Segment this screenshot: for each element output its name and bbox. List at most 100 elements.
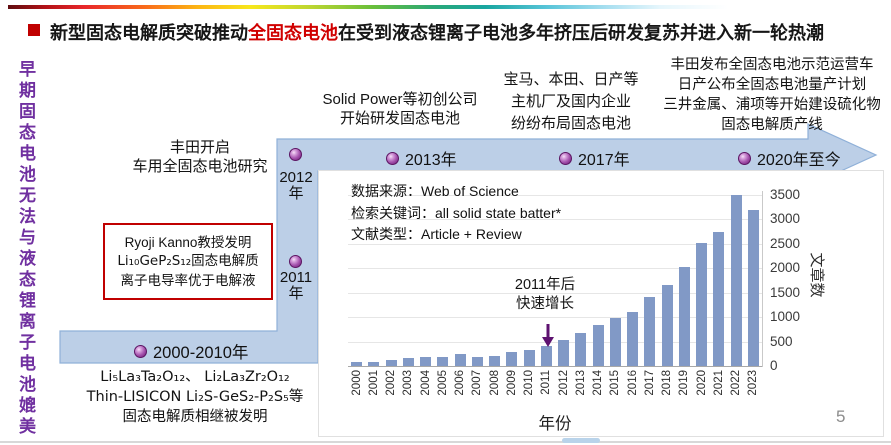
timeline-dot-icon (289, 255, 302, 268)
x-tick-2007: 2007 (471, 370, 484, 396)
event-line: 主机厂及国内企业 (510, 93, 631, 110)
gridline-3000 (348, 219, 762, 220)
callout-line: 离子电导率优于电解液 (120, 273, 256, 288)
timeline-node-2020: 2020年至今 (738, 146, 841, 170)
timeline-node-2000-2010: 2000-2010年 (134, 339, 248, 363)
timeline-node-2017-label: 2017年 (578, 152, 630, 169)
x-tick-2022: 2022 (730, 370, 743, 396)
timeline-node-2017: 2017年 (559, 146, 630, 170)
event-line: 固态电解质产线 (721, 117, 823, 133)
bar-2015 (609, 317, 621, 366)
bar-2010 (523, 350, 535, 366)
bottom-scrollbar-thumb[interactable] (562, 438, 600, 443)
event-line: Thin-LISICON Li₂S-GeS₂-P₂S₅等 (86, 389, 304, 405)
bar-2017 (644, 297, 656, 366)
timeline-node-2013: 2013年 (386, 146, 457, 170)
x-tick-2009: 2009 (505, 370, 518, 396)
timeline-node-2011-label: 2011 年 (272, 270, 320, 302)
bar-2021 (713, 232, 725, 366)
y-axis-title: 文章数 (808, 252, 825, 298)
y-tick-500: 500 (770, 333, 793, 349)
timeline-node-2013-label: 2013年 (405, 152, 457, 169)
bar-2002 (385, 360, 397, 366)
bar-2008 (489, 356, 501, 366)
y-tick-1500: 1500 (770, 284, 801, 300)
event-line: 三井金属、浦项等开始建设硫化物 (663, 97, 881, 113)
timeline-node-2000-2010-label: 2000-2010年 (153, 344, 249, 362)
timeline-node-2012-year: 2012 (279, 169, 313, 186)
slide-title-row: 新型固态电解质突破推动全固态电池在受到液态锂离子电池多年挤压后研发复苏并进入新一… (28, 19, 824, 45)
left-vertical-caption: 早期固态电池无法与液态锂离子电池媲美 (16, 60, 35, 438)
down-arrow-icon (542, 324, 554, 347)
timeline-node-2012-label: 2012 年 (272, 170, 320, 202)
x-tick-2006: 2006 (454, 370, 467, 396)
x-tick-2002: 2002 (385, 370, 398, 396)
event-industry-2020: 丰田发布全固态电池示范运营车 日产公布全固态电池量产计划 三井金属、浦项等开始建… (656, 55, 888, 135)
bar-2001 (368, 362, 380, 366)
y-tick-2000: 2000 (770, 260, 801, 275)
x-tick-2001: 2001 (367, 370, 380, 396)
callout-line: Li₁₀GeP₂S₁₂固态电解质 (117, 253, 259, 269)
bar-2009 (506, 351, 518, 366)
x-tick-2017: 2017 (643, 370, 656, 396)
event-line: 固态电解质相继被发明 (122, 409, 268, 425)
bar-2005 (437, 357, 449, 366)
title-prefix: 新型固态电解质突破推动 (50, 23, 248, 43)
event-line: 纷纷布局固态电池 (510, 115, 631, 132)
event-line: 日产公布全固态电池量产计划 (677, 77, 867, 93)
bar-2018 (661, 284, 673, 366)
x-tick-2013: 2013 (574, 370, 587, 396)
gridline-1000 (348, 317, 762, 318)
x-tick-2005: 2005 (436, 370, 449, 396)
gridline-2000 (348, 268, 762, 269)
timeline-node-2011-suffix: 年 (288, 285, 304, 302)
source-line: 检索关键词：all solid state batter* (351, 204, 562, 221)
timeline-node-2020-label: 2020年至今 (757, 152, 841, 169)
bar-2004 (420, 357, 432, 366)
event-line: 开始研发固态电池 (339, 110, 460, 127)
annotation-line: 2011年后 (514, 277, 576, 293)
annotation-line: 快速增长 (516, 296, 574, 312)
source-line: 数据来源：Web of Science (351, 183, 519, 199)
x-tick-2018: 2018 (661, 370, 674, 396)
bar-2000 (351, 362, 363, 366)
chart-panel (318, 170, 884, 437)
y-tick-2500: 2500 (770, 235, 801, 251)
x-tick-2000: 2000 (350, 370, 363, 396)
x-axis-line (348, 366, 763, 367)
event-line: Solid Power等初创公司 (322, 91, 478, 108)
chart-annotation-2011: 2011年后 快速增长 (480, 276, 610, 314)
x-tick-2020: 2020 (695, 370, 708, 396)
x-tick-2010: 2010 (523, 370, 536, 396)
timeline-dot-icon (559, 151, 572, 165)
timeline-node-2011-year: 2011 (279, 269, 313, 286)
gridline-500 (348, 341, 762, 343)
x-axis-title: 年份 (538, 415, 572, 433)
event-line: Li₅La₃Ta₂O₁₂、 Li₂La₃Zr₂O₁₂ (100, 369, 290, 385)
x-tick-2016: 2016 (626, 370, 639, 396)
callout-line: Ryoji Kanno教授发明 (124, 235, 252, 250)
event-line: 车用全固态电池研究 (132, 157, 268, 175)
timeline-dot-icon (738, 151, 751, 165)
y-tick-1000: 1000 (770, 309, 801, 324)
x-tick-2015: 2015 (609, 370, 622, 396)
event-line: 宝马、本田、日产等 (503, 71, 639, 88)
bar-2019 (678, 266, 690, 366)
bar-2006 (454, 354, 466, 366)
bar-2020 (696, 242, 708, 366)
timeline-dot-icon (289, 148, 302, 161)
x-tick-2008: 2008 (488, 370, 501, 396)
gridline-2500 (348, 243, 762, 245)
rainbow-divider (8, 5, 766, 9)
event-oem-2017: 宝马、本田、日产等 主机厂及国内企业 纷纷布局固态电池 (481, 69, 661, 135)
event-solid-power-2013: Solid Power等初创公司 开始研发固态电池 (305, 90, 495, 128)
title-bullet-icon (28, 24, 40, 36)
gridline-3500 (348, 194, 762, 196)
x-tick-2019: 2019 (678, 370, 691, 396)
y-tick-3000: 3000 (770, 211, 801, 226)
event-line: 丰田发布全固态电池示范运营车 (670, 57, 874, 73)
bar-2003 (402, 358, 414, 366)
title-highlight: 全固态电池 (248, 23, 338, 43)
x-tick-2023: 2023 (747, 370, 760, 396)
